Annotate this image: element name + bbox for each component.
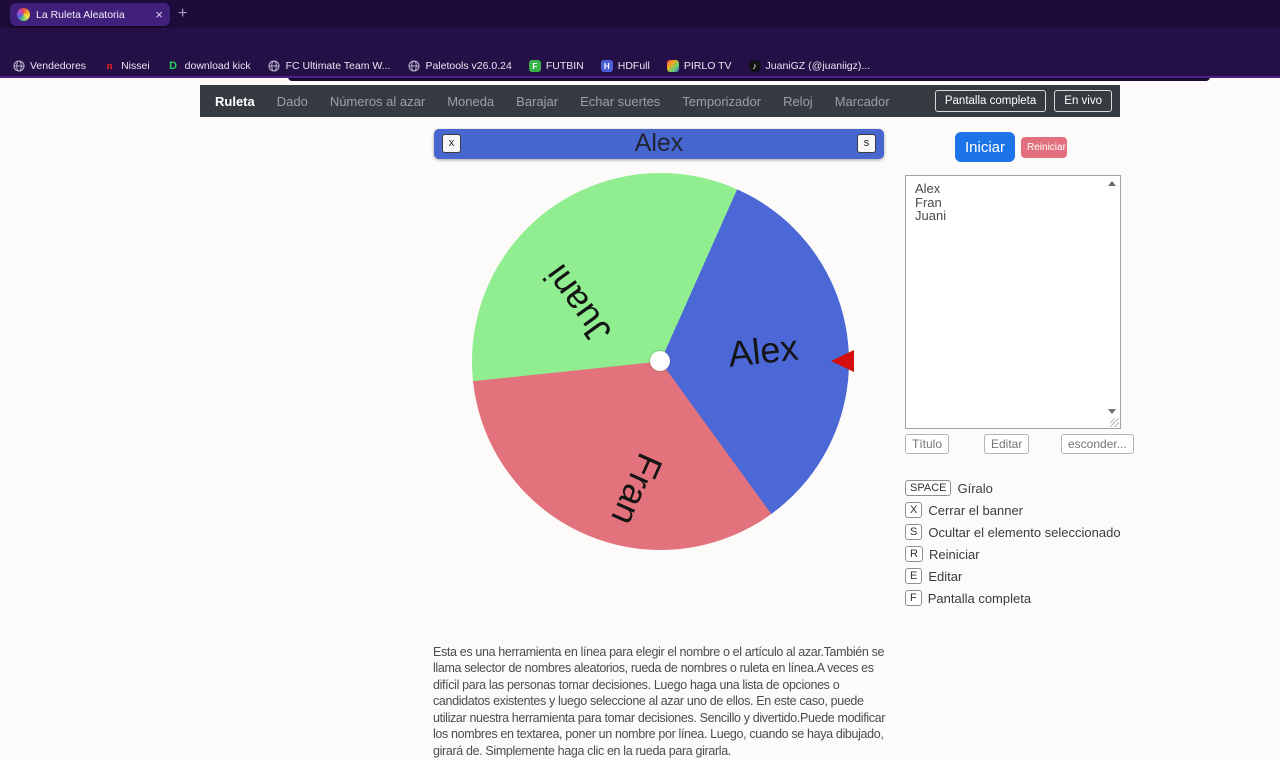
fullscreen-button[interactable]: Pantalla completa bbox=[934, 90, 1047, 112]
bookmark-vendedores[interactable]: Vendedores bbox=[12, 60, 86, 73]
shortcut-list: SPACE Gíralo X Cerrar el banner S Oculta… bbox=[905, 480, 1121, 612]
wheel-segment-label: Fran bbox=[602, 446, 671, 532]
site-nav: Ruleta Dado Números al azar Moneda Baraj… bbox=[200, 85, 1120, 117]
names-textarea[interactable]: Alex Fran Juani bbox=[905, 175, 1121, 429]
scroll-down-icon[interactable] bbox=[1108, 409, 1116, 414]
title-button[interactable]: Título bbox=[905, 434, 950, 454]
nav-item-temporizador[interactable]: Temporizador bbox=[682, 93, 762, 109]
key-x: X bbox=[905, 502, 923, 518]
shortcut-reset: R Reiniciar bbox=[905, 546, 1121, 562]
key-f: F bbox=[905, 590, 922, 606]
nav-item-reloj[interactable]: Reloj bbox=[783, 93, 813, 109]
shortcut-hide-selected: S Ocultar el elemento seleccionado bbox=[905, 524, 1121, 540]
shortcut-edit: E Editar bbox=[905, 568, 1121, 584]
new-tab-button[interactable]: + bbox=[178, 5, 188, 22]
nav-item-moneda[interactable]: Moneda bbox=[447, 93, 495, 109]
banner-close-key[interactable]: x bbox=[442, 134, 461, 153]
bookmark-download-kick[interactable]: D download kick bbox=[167, 59, 250, 73]
globe-icon bbox=[12, 60, 25, 73]
bookmark-hdfull[interactable]: H HDFull bbox=[600, 60, 650, 72]
hdfull-icon: H bbox=[600, 60, 613, 72]
live-button[interactable]: En vivo bbox=[1054, 90, 1112, 112]
kick-icon: D bbox=[169, 59, 178, 72]
key-e: E bbox=[905, 568, 923, 584]
shortcut-fullscreen: F Pantalla completa bbox=[905, 590, 1121, 606]
wheel-hub bbox=[650, 351, 670, 371]
tab-close-icon[interactable]: × bbox=[155, 7, 163, 22]
tiktok-icon: ♪ bbox=[748, 60, 761, 72]
nav-item-barajar[interactable]: Barajar bbox=[516, 93, 559, 109]
bookmark-fc-ultimate[interactable]: FC Ultimate Team W... bbox=[268, 60, 390, 73]
wheel-pointer-icon bbox=[831, 350, 854, 372]
nav-item-ruleta[interactable]: Ruleta bbox=[215, 93, 255, 109]
bookmark-futbin[interactable]: F FUTBIN bbox=[528, 60, 584, 72]
resize-grip-icon[interactable] bbox=[1110, 418, 1119, 427]
page-description: Esta es una herramienta en línea para el… bbox=[433, 644, 886, 759]
nav-item-echar-suertes[interactable]: Echar suertes bbox=[580, 93, 661, 109]
reset-button[interactable]: Reiniciar bbox=[1021, 137, 1067, 158]
banner-hide-key[interactable]: s bbox=[857, 134, 876, 153]
futbin-icon: F bbox=[528, 60, 541, 72]
globe-icon bbox=[268, 60, 281, 73]
key-space: SPACE bbox=[905, 480, 952, 496]
bookmark-juanigz[interactable]: ♪ JuaniGZ (@juaniigz)... bbox=[748, 60, 870, 72]
wheel-segment-label: Alex bbox=[725, 326, 800, 375]
bookmark-paletools[interactable]: Paletools v26.0.24 bbox=[407, 60, 512, 73]
nav-item-marcador[interactable]: Marcador bbox=[834, 93, 890, 109]
key-s: S bbox=[905, 524, 923, 540]
globe-icon bbox=[407, 60, 420, 73]
nav-item-numeros[interactable]: Números al azar bbox=[329, 93, 426, 109]
shortcut-spin: SPACE Gíralo bbox=[905, 480, 1121, 496]
site-favicon-wheel-icon bbox=[17, 8, 30, 21]
nav-item-dado[interactable]: Dado bbox=[276, 93, 308, 109]
winner-name: Alex bbox=[634, 129, 684, 157]
wheel-segment-label: Juani bbox=[534, 256, 619, 351]
browser-tab[interactable]: La Ruleta Aleatoria × bbox=[10, 3, 170, 26]
start-button[interactable]: Iniciar bbox=[955, 132, 1015, 162]
key-r: R bbox=[905, 546, 923, 562]
scroll-up-icon[interactable] bbox=[1108, 181, 1116, 186]
browser-tab-bar: La Ruleta Aleatoria × + bbox=[0, 0, 1280, 28]
tab-title: La Ruleta Aleatoria bbox=[36, 8, 125, 21]
browser-toolbar: es.piliapp.com /random/wheel/ bbox=[0, 28, 1280, 81]
bookmarks-bar: Vendedores n Nissei D download kick FC U… bbox=[0, 56, 1280, 78]
bookmark-pirlo-tv[interactable]: PIRLO TV bbox=[666, 60, 732, 72]
hide-button[interactable]: esconder... bbox=[1061, 434, 1134, 454]
nissei-icon: n bbox=[106, 59, 113, 72]
edit-button[interactable]: Editar bbox=[984, 434, 1030, 454]
shortcut-close-banner: X Cerrar el banner bbox=[905, 502, 1121, 518]
bookmark-nissei[interactable]: n Nissei bbox=[103, 60, 150, 73]
winner-banner: x Alex s bbox=[434, 129, 884, 159]
tv-icon bbox=[666, 60, 679, 72]
